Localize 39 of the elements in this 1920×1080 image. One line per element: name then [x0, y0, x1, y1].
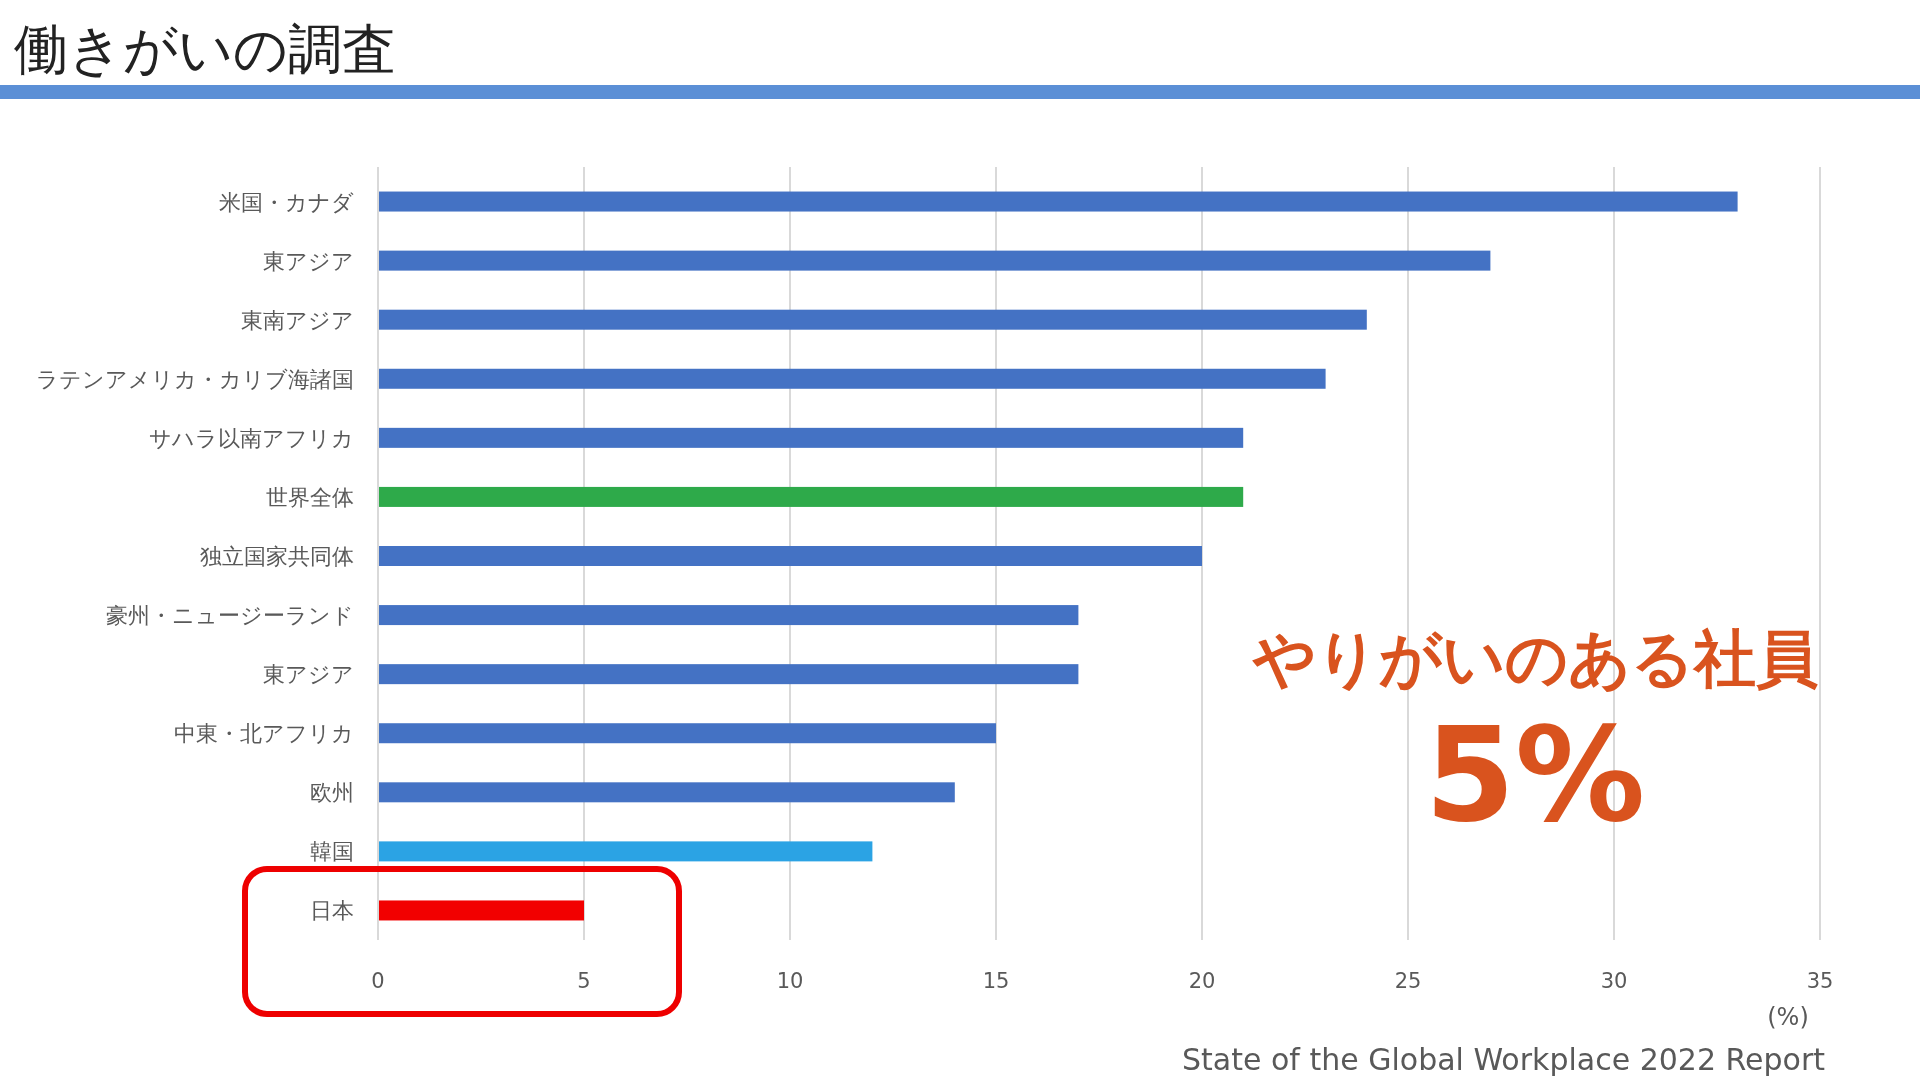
bar	[378, 723, 996, 744]
x-tick-label: 0	[371, 969, 385, 993]
y-tick-label: 東南アジア	[241, 307, 354, 333]
x-tick-label: 15	[982, 969, 1010, 993]
y-tick-label: 世界全体	[266, 484, 354, 510]
annotation: やりがいのある社員	[1251, 622, 1818, 695]
bar	[378, 546, 1202, 566]
chart-title: 働きがいの調査	[14, 18, 396, 81]
y-tick-label: 中東・北アフリカ	[174, 721, 354, 747]
y-tick-label: 欧州	[310, 780, 354, 806]
bar	[378, 841, 873, 862]
x-tick-label: 5	[577, 969, 591, 993]
bar	[378, 664, 1079, 685]
y-tick-label: 韓国	[310, 839, 354, 865]
bar	[378, 427, 1244, 448]
x-tick-label: 25	[1394, 969, 1422, 993]
bar	[378, 191, 1738, 212]
y-tick-label: 東アジア	[263, 248, 354, 274]
y-tick-label: 東アジア	[263, 662, 354, 688]
x-axis-title: (%)	[1767, 1003, 1809, 1031]
y-tick-label: 米国・カナダ	[219, 189, 354, 215]
y-tick-label: 独立国家共同体	[200, 544, 354, 569]
x-tick-label: 30	[1600, 969, 1628, 993]
bar	[378, 782, 955, 803]
x-tick-label: 10	[776, 969, 804, 993]
bar	[378, 309, 1367, 330]
annotation: 5%	[1424, 699, 1646, 851]
x-tick-label: 20	[1188, 969, 1216, 993]
bar	[378, 486, 1244, 507]
text: State of the Global Workplace 2022 Report	[1182, 1042, 1826, 1077]
y-tick-label: ラテンアメリカ・カリブ海諸国	[36, 366, 354, 392]
y-tick-label: 豪州・ニュージーランド	[106, 603, 354, 629]
bar	[378, 605, 1079, 626]
bar	[378, 900, 584, 921]
y-tick-label: 日本	[310, 898, 354, 924]
x-tick-label: 35	[1806, 969, 1834, 993]
bar	[378, 368, 1326, 389]
y-tick-label: サハラ以南アフリカ	[149, 425, 354, 451]
bar	[378, 250, 1491, 271]
